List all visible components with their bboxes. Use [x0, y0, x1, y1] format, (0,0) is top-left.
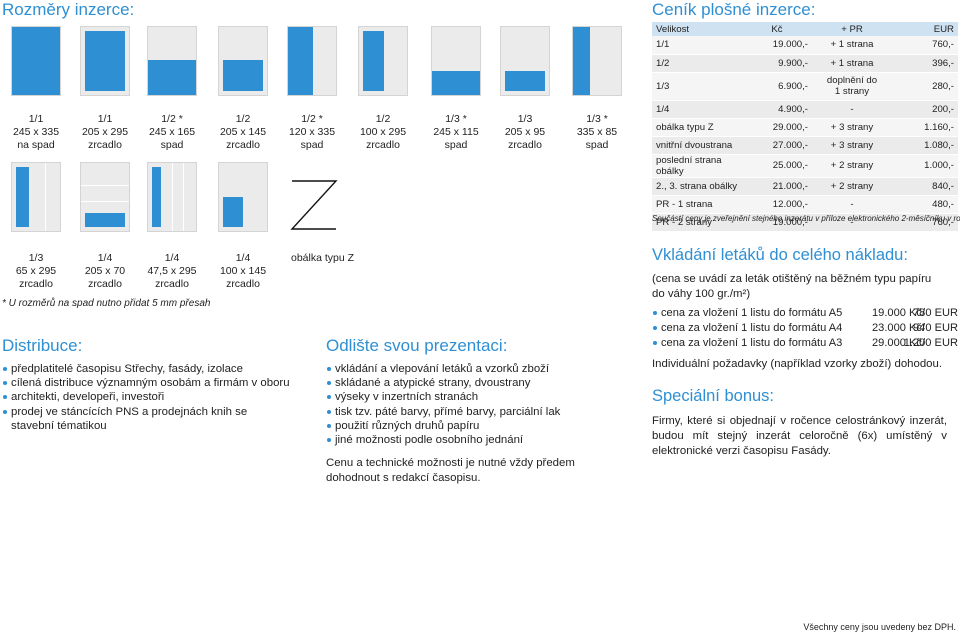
ad-label: 1/3 205 x 95 zrcadlo [504, 113, 546, 151]
list-item: vkládání a vlepování letáků a vzorků zbo… [326, 362, 626, 376]
table-row: PR - 1 strana 12.000,- -480,- [652, 195, 958, 214]
distribuce-list: předplatitelé časopisu Střechy, fasády, … [2, 362, 292, 433]
z-fold-icon [290, 180, 338, 230]
ad-label: 1/2 * 120 x 335 spad [288, 113, 336, 151]
letaky-subtitle: (cena se uvádí za leták otištěný na běžn… [652, 273, 932, 300]
footer-note: Všechny ceny jsou uvedeny bez DPH. [803, 622, 956, 632]
list-item: předplatitelé časopisu Střechy, fasády, … [2, 362, 292, 376]
odliste-list: vkládání a vlepování letáků a vzorků zbo… [326, 362, 626, 447]
col-eur: EUR [892, 22, 958, 36]
ad-label: 1/2 100 x 295 zrcadlo [359, 113, 407, 151]
table-row: poslední strana obálky 25.000,- + 2 strany… [652, 154, 958, 178]
ad-thumb-1-3-spad-v [572, 26, 622, 96]
ad-thumb-1-2-zrcadlo-v [358, 26, 408, 96]
ad-thumb-1-3-spad-h [431, 26, 481, 96]
ad-label: 1/1 245 x 335 na spad [12, 113, 60, 151]
ad-label: 1/3 * 335 x 85 spad [576, 113, 618, 151]
letaky-note: Individuální požadavky (například vzorky… [652, 358, 942, 370]
list-item: cena za vložení 1 listu do formátu A5 19… [652, 306, 960, 321]
list-item: architekti, developeři, investoři [2, 390, 292, 404]
ad-thumb-1-1-spad [11, 26, 61, 96]
distribuce-title: Distribuce: [2, 336, 83, 355]
ad-label: 1/2 205 x 145 zrcadlo [219, 113, 267, 151]
list-item: skládané a atypické strany, dvoustrany [326, 376, 626, 390]
table-row: 1/4 4.900,- -200,- [652, 100, 958, 119]
list-item: použití různých druhů papíru [326, 419, 626, 433]
table-row: PR - 2 strany 19.000,- -760,- [652, 213, 958, 232]
cenik-title: Ceník plošné inzerce: [652, 0, 816, 19]
ad-thumb-1-4-zrcadlo-h [80, 162, 130, 232]
list-item: cena za vložení 1 listu do formátu A3 29… [652, 336, 960, 351]
col-pr: + PR [812, 22, 892, 36]
ad-label: 1/4 47,5 x 295 zrcadlo [147, 252, 197, 290]
list-item: cena za vložení 1 listu do formátu A4 23… [652, 321, 960, 336]
table-row: 1/2 9.900,- + 1 strana 396,- [652, 54, 958, 73]
ad-thumb-1-2-spad-v [287, 26, 337, 96]
cenik-note: Součástí ceny je zveřejnění stejného inz… [652, 214, 960, 223]
bonus-title: Speciální bonus: [652, 387, 775, 405]
ad-label: 1/2 * 245 x 165 spad [148, 113, 196, 151]
ad-label: 1/3 * 245 x 115 spad [433, 113, 479, 151]
spad-footnote: * U rozměrů na spad nutno přidat 5 mm př… [2, 298, 211, 309]
letaky-title: Vkládání letáků do celého nákladu: [652, 246, 908, 264]
rozmery-title: Rozměry inzerce: [2, 0, 135, 19]
list-item: cílená distribuce významným osobám a fir… [2, 376, 292, 390]
ad-thumb-1-2-spad-h [147, 26, 197, 96]
ad-label: 1/3 65 x 295 zrcadlo [15, 252, 57, 290]
ad-label: 1/4 100 x 145 zrcadlo [219, 252, 267, 290]
list-item: prodej ve stáncících PNS a prodejnách kn… [2, 405, 292, 433]
odliste-note: Cenu a technické možnosti je nutné vždy … [326, 457, 575, 484]
bonus-text: Firmy, které si objednají v ročence celo… [652, 415, 947, 457]
table-row: 2., 3. strana obálky 21.000,- + 2 strany 84… [652, 177, 958, 196]
table-row: obálka typu Z 29.000,- + 3 strany 1.160,- [652, 118, 958, 137]
ad-thumb-1-1-zrcadlo [80, 26, 130, 96]
obalka-z-label: obálka typu Z [291, 252, 355, 264]
letaky-list: cena za vložení 1 listu do formátu A5 19… [652, 306, 960, 351]
table-row: vnitřní dvoustrana 27.000,- + 3 strany 1.08… [652, 136, 958, 155]
table-row: 1/3 6.900,- doplnění do 1 strany 280,- [652, 72, 958, 101]
price-table: Velikost Kč + PR EUR 1/1 19.000,- + 1 stra… [652, 22, 958, 232]
ad-label: 1/1 205 x 295 zrcadlo [81, 113, 129, 151]
col-velikost: Velikost [652, 22, 742, 36]
odliste-title: Odlište svou prezentaci: [326, 336, 508, 355]
ad-thumb-1-4-zrcadlo-v [147, 162, 197, 232]
list-item: výseky v inzertních stranách [326, 390, 626, 404]
list-item: tisk tzv. páté barvy, přímé barvy, parci… [326, 405, 626, 419]
list-item: jiné možnosti podle osobního jednání [326, 433, 626, 447]
ad-thumb-1-3-zrcadlo-h [500, 26, 550, 96]
table-row: 1/1 19.000,- + 1 strana 760,- [652, 36, 958, 55]
table-header-row: Velikost Kč + PR EUR [652, 22, 958, 36]
ad-thumb-1-4-zrcadlo-q [218, 162, 268, 232]
ad-thumb-1-3-zrcadlo-v [11, 162, 61, 232]
ad-thumb-1-2-zrcadlo-h [218, 26, 268, 96]
col-kc: Kč [742, 22, 812, 36]
ad-label: 1/4 205 x 70 zrcadlo [84, 252, 126, 290]
